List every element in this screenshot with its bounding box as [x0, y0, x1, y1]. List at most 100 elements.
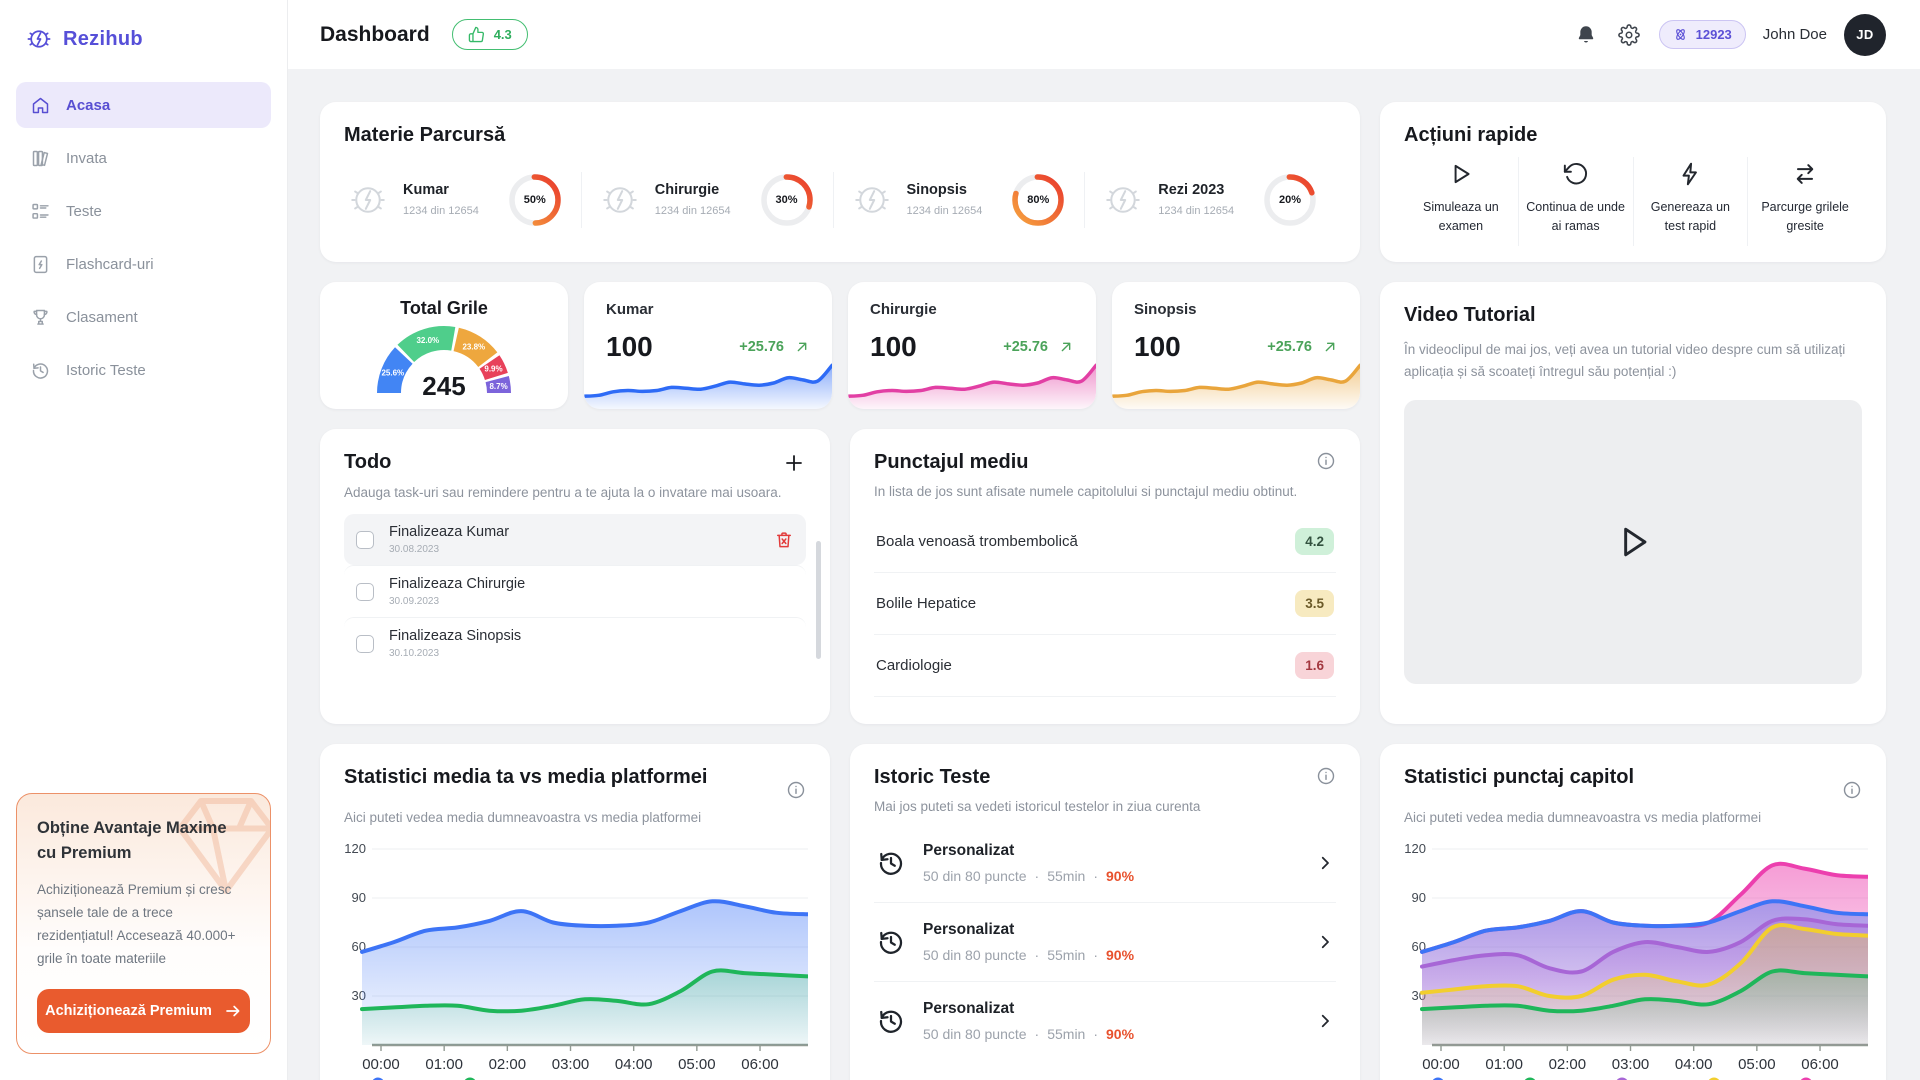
premium-title: Obține Avantaje Maxime cu Premium [37, 818, 227, 862]
chevron-right-icon[interactable] [1316, 933, 1334, 951]
todo-item[interactable]: Finalizeaza Kumar 30.08.2023 [344, 514, 806, 565]
brain-icon [1101, 178, 1145, 222]
todo-checkbox[interactable] [356, 634, 374, 653]
chapter-name: Cardiologie [876, 657, 952, 674]
test-history-item[interactable]: Personalizat 50 din 80 puncte · 55min · 90… [874, 982, 1336, 1060]
info-button[interactable] [1842, 766, 1862, 800]
svg-text:01:00: 01:00 [425, 1056, 463, 1073]
svg-text:8.7%: 8.7% [489, 382, 507, 391]
punctaj-row[interactable]: Cardiologie 1.6 [874, 635, 1336, 697]
todo-item[interactable]: Finalizeaza Sinopsis 30.10.2023 [344, 617, 806, 669]
sidebar-item-label: Istoric Teste [66, 361, 146, 379]
test-history-item[interactable]: Personalizat 50 din 80 puncte · 55min · 90… [874, 824, 1336, 903]
top-header: Dashboard 4.3 12923 John Doe JD [288, 0, 1920, 69]
svg-text:120: 120 [1404, 841, 1426, 856]
stat-card-chirurgie[interactable]: Chirurgie 100 +25.76 [848, 282, 1096, 409]
premium-promo-card: Obține Avantaje Maxime cu Premium Achizi… [16, 792, 271, 1054]
test-meta: 50 din 80 puncte · 55min · 90% [923, 868, 1135, 884]
stat-card-sinopsis[interactable]: Sinopsis 100 +25.76 [1112, 282, 1360, 409]
checklist-icon [30, 201, 51, 222]
sidebar-item-flashcard-uri[interactable]: Flashcard-uri [16, 241, 271, 287]
avatar[interactable]: JD [1844, 13, 1886, 56]
subject-kumar[interactable]: Kumar 1234 din 12654 50% [344, 172, 581, 228]
chapter-name: Bolile Hepatice [876, 595, 977, 612]
chevron-right-icon[interactable] [1316, 1012, 1334, 1030]
sidebar-item-acasa[interactable]: Acasa [16, 82, 271, 128]
subject-progress-text: 1234 din 12654 [1158, 205, 1235, 217]
trophy-icon [30, 307, 51, 328]
svg-text:32.0%: 32.0% [416, 336, 439, 345]
rating-value: 4.3 [493, 27, 512, 42]
brain-icon [850, 178, 894, 222]
action-grile-gresite[interactable]: Parcurge grilele gresite [1747, 157, 1862, 246]
test-history-item[interactable]: Personalizat 50 din 80 puncte · 55min · 90… [874, 903, 1336, 982]
subject-progress-ring: 30% [759, 172, 815, 228]
stat-sparkline [1112, 363, 1360, 409]
punctaj-row[interactable]: Bolile Hepatice 3.5 [874, 573, 1336, 635]
brand-logo[interactable]: Rezihub [0, 0, 287, 74]
action-simuleaza-examen[interactable]: Simuleaza un examen [1404, 157, 1518, 246]
punctaj-title: Punctajul mediu [874, 451, 1029, 473]
play-icon [1611, 520, 1655, 564]
books-icon [30, 148, 51, 169]
settings-button[interactable] [1616, 22, 1642, 48]
todo-checkbox[interactable] [356, 530, 374, 549]
action-test-rapid[interactable]: Genereaza un test rapid [1632, 157, 1748, 246]
info-button[interactable] [1316, 451, 1336, 471]
quick-actions: Simuleaza un examen Continua de unde ai … [1404, 157, 1862, 246]
chart-subtitle: Aici puteti vedea media dumneavoastra vs… [1404, 810, 1762, 825]
stat-title: Chirurgie [870, 301, 937, 318]
todo-subtitle: Adauga task-uri sau remindere pentru a t… [344, 485, 782, 500]
materie-title: Materie Parcursă [344, 124, 506, 146]
notifications-button[interactable] [1573, 22, 1599, 48]
test-name: Personalizat [923, 1000, 1015, 1017]
sidebar-item-clasament[interactable]: Clasament [16, 294, 271, 340]
chart-title: Statistici media ta vs media platformei [344, 766, 708, 788]
quick-actions-title: Acțiuni rapide [1404, 124, 1538, 146]
chevron-right-icon[interactable] [1316, 854, 1334, 872]
premium-cta-button[interactable]: Achiziționează Premium [37, 989, 250, 1033]
video-title: Video Tutorial [1404, 304, 1536, 326]
video-player[interactable] [1404, 399, 1862, 684]
sidebar-item-invata[interactable]: Invata [16, 135, 271, 181]
todo-item[interactable]: Finalizeaza Chirurgie 30.09.2023 [344, 565, 806, 617]
action-label: Parcurge grilele gresite [1761, 200, 1849, 234]
rating-badge[interactable]: 4.3 [451, 19, 528, 50]
todo-card: Todo Adauga task-uri sau remindere pentr… [320, 429, 830, 724]
action-continua[interactable]: Continua de unde ai ramas [1517, 157, 1633, 246]
points-badge[interactable]: 12923 [1658, 20, 1746, 49]
subject-sinopsis[interactable]: Sinopsis 1234 din 12654 80% [832, 171, 1085, 228]
subject-progress-text: 1234 din 12654 [403, 205, 479, 217]
sidebar-item-istoric-teste[interactable]: Istoric Teste [16, 347, 271, 393]
subject-chirurgie[interactable]: Chirurgie 1234 din 12654 30% [580, 171, 833, 228]
score-badge: 3.5 [1295, 590, 1334, 617]
add-todo-button[interactable] [782, 451, 806, 475]
info-button[interactable] [1316, 766, 1336, 786]
delete-todo-button[interactable] [774, 530, 794, 550]
sidebar: Rezihub Acasa Invata Teste Flashcard-uri… [0, 0, 288, 1080]
sidebar-item-teste[interactable]: Teste [16, 188, 271, 234]
stat-card-kumar[interactable]: Kumar 100 +25.76 [584, 282, 832, 409]
stat-delta: +25.76 [1003, 339, 1074, 355]
subject-progress-pct: 30% [775, 193, 798, 206]
info-icon [1842, 766, 1862, 800]
history-clock-icon [30, 360, 51, 381]
punctaj-row[interactable]: Boala venoasă trombembolică 4.2 [874, 511, 1336, 573]
arrow-right-icon [224, 1002, 242, 1020]
punctaj-rows: Boala venoasă trombembolică 4.2 Bolile H… [874, 511, 1336, 697]
todo-scrollbar[interactable] [816, 541, 821, 659]
info-button[interactable] [786, 766, 806, 800]
svg-text:120: 120 [344, 841, 366, 856]
todo-checkbox[interactable] [356, 582, 374, 601]
score-badge: 1.6 [1295, 652, 1334, 679]
test-score-pct: 90% [1106, 868, 1135, 884]
subject-rezi-2023[interactable]: Rezi 2023 1234 din 12654 20% [1084, 171, 1336, 228]
test-score-pct: 90% [1106, 947, 1135, 963]
main-content: Materie Parcursă Kumar 1234 din 12654 50… [288, 69, 1920, 1080]
svg-text:05:00: 05:00 [1738, 1056, 1776, 1073]
svg-text:00:00: 00:00 [362, 1056, 400, 1073]
materie-subjects: Kumar 1234 din 12654 50% Chirurgie 1234 … [344, 155, 1336, 244]
todo-date: 30.08.2023 [389, 544, 440, 555]
statistici-punctaj-capitol-card: Statistici punctaj capitol Aici puteti v… [1380, 744, 1886, 1080]
action-label: Simuleaza un examen [1423, 200, 1499, 234]
